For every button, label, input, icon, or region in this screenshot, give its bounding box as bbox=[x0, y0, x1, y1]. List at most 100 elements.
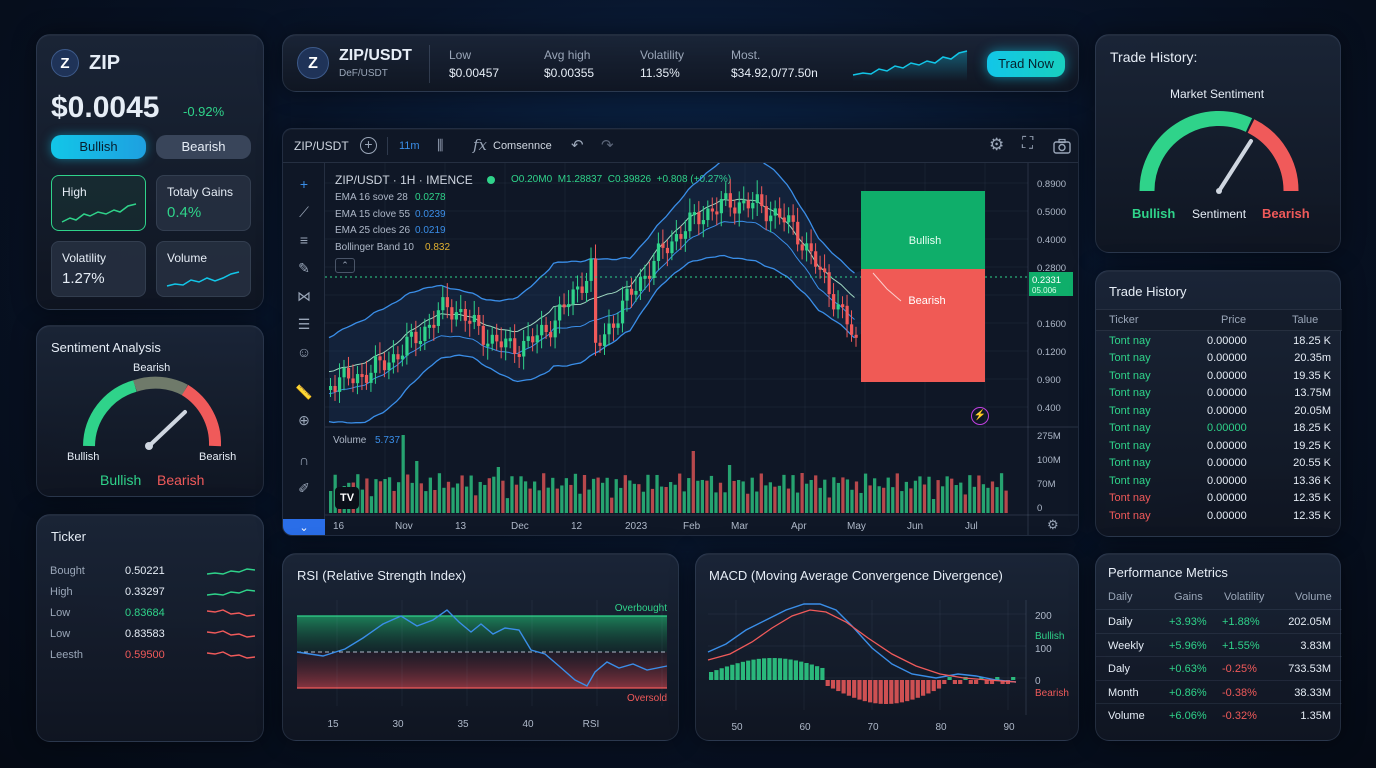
alert-icon[interactable]: ⚡ bbox=[971, 407, 989, 425]
col-value[interactable]: Talue bbox=[1292, 314, 1319, 326]
trade-history-row[interactable]: Tont nay 0.00000 20.05M bbox=[1096, 403, 1342, 421]
time-axis-label: Dec bbox=[511, 521, 529, 532]
trade-ticker: Tont nay bbox=[1109, 492, 1151, 505]
candle bbox=[414, 331, 418, 344]
high-card[interactable]: High bbox=[51, 175, 146, 231]
volume-bar bbox=[737, 479, 741, 513]
candle bbox=[436, 310, 440, 326]
trade-history-title: Trade History bbox=[1109, 284, 1187, 299]
trade-price: 0.00000 bbox=[1207, 457, 1247, 470]
volume-card[interactable]: Volume bbox=[156, 241, 251, 297]
brush-icon[interactable]: ✎ bbox=[298, 260, 310, 276]
redo-icon[interactable]: ↷ bbox=[601, 137, 614, 154]
pencil-lock-icon[interactable]: ✐ bbox=[298, 480, 310, 496]
trendline-icon[interactable]: ⟋ bbox=[299, 204, 309, 220]
trade-history-rows: Tont nay 0.00000 18.25 K Tont nay 0.00000 20.… bbox=[1096, 333, 1342, 533]
candle bbox=[827, 272, 831, 295]
candle bbox=[661, 243, 665, 248]
add-symbol-icon[interactable]: + bbox=[360, 137, 377, 154]
macd-histogram-bar bbox=[883, 680, 889, 704]
collapse-toolbar-button[interactable]: ⌄ bbox=[283, 519, 325, 535]
candle bbox=[576, 286, 580, 290]
indicators-icon[interactable]: fx bbox=[473, 136, 488, 154]
trade-history-row[interactable]: Tont nay 0.00000 18.25 K bbox=[1096, 420, 1342, 438]
magnet-icon[interactable]: ∩ bbox=[298, 452, 310, 468]
volume-bar bbox=[931, 499, 936, 513]
rsi-x-label: 35 bbox=[457, 719, 469, 730]
trade-history-row[interactable]: Tont nay 0.00000 19.35 K bbox=[1096, 368, 1342, 386]
volume-bar bbox=[519, 476, 523, 513]
macd-histogram-bar bbox=[979, 677, 984, 680]
total-gains-label: Totaly Gains bbox=[167, 185, 234, 199]
volume-bar bbox=[392, 490, 396, 513]
hlines-icon[interactable]: ≡ bbox=[299, 232, 309, 248]
time-axis-label: Jul bbox=[965, 521, 978, 532]
col-price[interactable]: Price bbox=[1221, 314, 1247, 326]
bearish-button[interactable]: Bearish bbox=[156, 135, 251, 159]
trade-history-row[interactable]: Tont nay 0.00000 20.55 K bbox=[1096, 455, 1342, 473]
total-gains-card[interactable]: Totaly Gains 0.4% bbox=[156, 175, 251, 231]
price-chart[interactable]: BullishBearish0.89000.50000.40000.28000.… bbox=[325, 163, 1079, 536]
trade-history-row[interactable]: Tont nay 0.00000 19.25 K bbox=[1096, 438, 1342, 456]
performance-row[interactable]: Weekly +5.96% +1.55% 3.83M bbox=[1096, 632, 1342, 657]
perf-period: Weekly bbox=[1108, 639, 1144, 652]
volume-bar bbox=[537, 490, 541, 513]
performance-row[interactable]: Daily +3.93% +1.88% 202.05M bbox=[1096, 609, 1342, 633]
interval-button[interactable]: 11m bbox=[399, 140, 420, 152]
chart-symbol[interactable]: ZIP/USDT bbox=[294, 139, 349, 153]
macd-histogram-bar bbox=[836, 680, 841, 692]
ticker-row-label: Leesth bbox=[50, 649, 84, 661]
zoom-icon[interactable]: ⊕ bbox=[298, 412, 310, 428]
measure-list-icon[interactable]: ☰ bbox=[297, 316, 311, 332]
candle-type-icon[interactable]: ⫼ bbox=[437, 137, 444, 153]
pattern-icon[interactable]: ⋈ bbox=[297, 288, 311, 304]
candle bbox=[602, 334, 607, 346]
trade-history-row[interactable]: Tont nay 0.00000 20.35m bbox=[1096, 350, 1342, 368]
candle bbox=[701, 220, 705, 225]
header-stat-label: Avg high bbox=[544, 48, 591, 62]
candle bbox=[486, 343, 490, 347]
volume-bar bbox=[465, 486, 469, 513]
emoji-icon[interactable]: ☺ bbox=[296, 344, 312, 360]
pair-header: Z ZIP/USDT DeF/USDT Low $0.00457 Avg high $… bbox=[282, 34, 1079, 92]
volume-bar bbox=[999, 473, 1004, 513]
volume-bar bbox=[546, 487, 550, 513]
performance-row[interactable]: Daly +0.63% -0.25% 733.53M bbox=[1096, 656, 1342, 680]
trade-history-row[interactable]: Tont nay 0.00000 13.36 K bbox=[1096, 473, 1342, 491]
volume-bar bbox=[455, 483, 460, 513]
camera-icon[interactable] bbox=[1053, 138, 1071, 154]
volume-bar bbox=[918, 476, 922, 513]
undo-icon[interactable]: ↶ bbox=[571, 137, 584, 154]
volume-bar bbox=[415, 461, 419, 513]
macd-histogram-bar bbox=[762, 658, 767, 680]
performance-row[interactable]: Volume +6.06% -0.32% 1.35M bbox=[1096, 703, 1342, 727]
price-axis-label: 0.900 bbox=[1037, 375, 1061, 386]
market-bearish-label: Bearish bbox=[1262, 206, 1310, 221]
collapse-legend-icon[interactable]: ⌃ bbox=[335, 258, 355, 273]
col-ticker[interactable]: Ticker bbox=[1109, 314, 1139, 326]
trade-price: 0.00000 bbox=[1207, 404, 1247, 417]
trade-now-button[interactable]: Trad Now bbox=[987, 51, 1065, 77]
volume-bar bbox=[478, 481, 482, 513]
settings-icon[interactable]: ⚙ bbox=[989, 135, 1005, 154]
ruler-icon[interactable]: 📏 bbox=[295, 384, 313, 400]
bullish-button[interactable]: Bullish bbox=[51, 135, 146, 159]
perf-volume: 38.33M bbox=[1294, 686, 1331, 699]
indicators-button[interactable]: Comsennce bbox=[493, 140, 552, 152]
indicator-name: EMA 16 sove 28 bbox=[335, 192, 408, 203]
perf-period: Month bbox=[1108, 686, 1139, 699]
trade-history-row[interactable]: Tont nay 0.00000 12.35 K bbox=[1096, 508, 1342, 526]
volatility-card[interactable]: Volatility 1.27% bbox=[51, 241, 146, 297]
trade-history-row[interactable]: Tont nay 0.00000 13.75M bbox=[1096, 385, 1342, 403]
candle bbox=[329, 386, 333, 390]
trade-history-row[interactable]: Tont nay 0.00000 18.25 K bbox=[1096, 333, 1342, 351]
chart-settings-icon[interactable]: ⚙ bbox=[1047, 517, 1059, 532]
crosshair-icon[interactable]: + bbox=[299, 176, 309, 192]
trade-history-row[interactable]: Tont nay 0.00000 12.35 K bbox=[1096, 490, 1342, 508]
ticker-row-value: 0.83583 bbox=[125, 628, 165, 640]
fullscreen-icon[interactable]: ⛶ bbox=[1022, 135, 1034, 152]
performance-row[interactable]: Month +0.86% -0.38% 38.33M bbox=[1096, 679, 1342, 704]
asset-change: -0.92% bbox=[183, 104, 225, 119]
trade-ticker: Tont nay bbox=[1109, 404, 1151, 417]
volume-bar bbox=[460, 475, 464, 513]
